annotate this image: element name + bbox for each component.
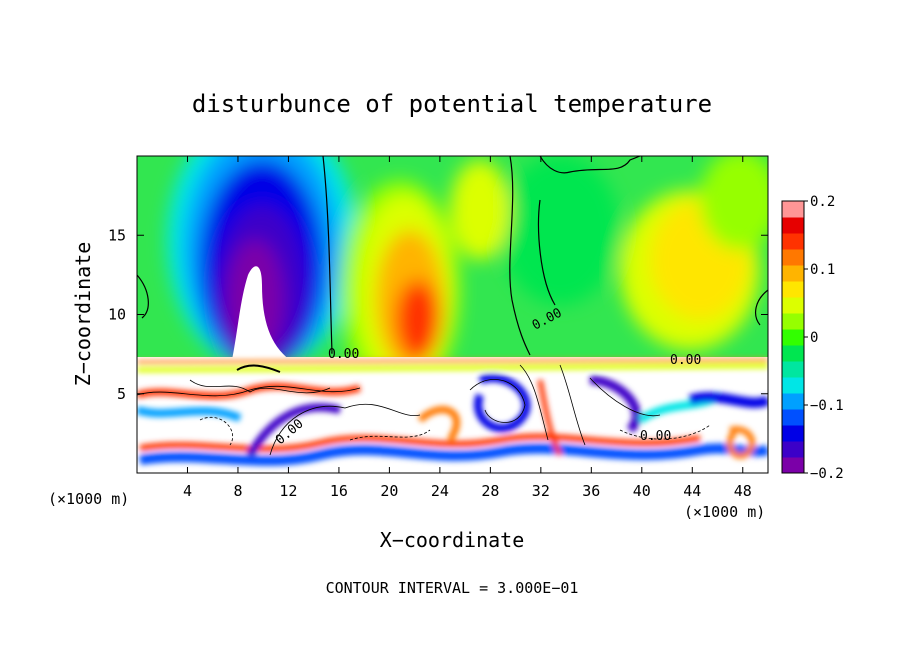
colorbar-swatch [782, 233, 804, 250]
y-tick-label: 5 [117, 385, 126, 403]
colorbar-swatch [782, 441, 804, 458]
y-axis-ticks: 5 10 15 [108, 226, 768, 403]
x-tick-label: 40 [633, 482, 651, 500]
x-unit-right: (×1000 m) [684, 503, 765, 521]
x-tick-label: 20 [380, 482, 398, 500]
colorbar-swatch [782, 361, 804, 378]
x-tick-label: 48 [734, 482, 752, 500]
contour-lines [137, 156, 768, 456]
colorbar-swatch [782, 457, 804, 474]
x-tick-label: 24 [431, 482, 449, 500]
contour-label: 0.00 [640, 429, 671, 444]
colorbar-tick-label: 0 [810, 330, 818, 346]
x-tick-label: 28 [481, 482, 499, 500]
contour-label: 0.00 [670, 353, 701, 368]
contour-label: 0.00 [328, 347, 359, 362]
colorbar-swatch [782, 217, 804, 234]
x-tick-label: 4 [183, 482, 192, 500]
colorbar-swatch [782, 377, 804, 394]
colorbar-swatch [782, 425, 804, 442]
colorbar-tick-label: −0.2 [810, 466, 844, 482]
colorbar-tick-label: −0.1 [810, 398, 844, 414]
x-tick-label: 32 [532, 482, 550, 500]
colorbar-swatch [782, 281, 804, 298]
colorbar-swatch [782, 313, 804, 330]
colorbar-tick-label: 0.2 [810, 194, 835, 210]
x-tick-label: 8 [233, 482, 242, 500]
x-unit-left: (×1000 m) [48, 490, 129, 508]
x-axis-label: X−coordinate [380, 528, 525, 552]
y-tick-label: 15 [108, 226, 126, 244]
y-tick-label: 10 [108, 306, 126, 324]
y-axis-label: Z−coordinate [71, 242, 95, 387]
colorbar-swatch [782, 393, 804, 410]
colorbar-swatch [782, 297, 804, 314]
x-tick-label: 16 [330, 482, 348, 500]
colorbar-swatch [782, 265, 804, 282]
x-tick-label: 12 [279, 482, 297, 500]
colorbar-tick-label: 0.1 [810, 262, 835, 278]
plot-area [137, 156, 768, 473]
white-plume [232, 266, 290, 360]
contour-interval-footer: CONTOUR INTERVAL = 3.000E−01 [326, 579, 579, 597]
colorbar-swatch [782, 409, 804, 426]
colorbar-swatch [782, 249, 804, 266]
x-tick-label: 44 [683, 482, 701, 500]
colorbar-swatch [782, 201, 804, 218]
chart-title: disturbunce of potential temperature [192, 90, 712, 118]
upper-field [167, 156, 768, 400]
x-axis-ticks: 4 8 12 16 20 24 28 32 36 40 44 48 [183, 156, 752, 500]
x-tick-label: 36 [582, 482, 600, 500]
colorbar: 0.2 0.1 0 −0.1 −0.2 [781, 194, 844, 482]
colorbar-swatch [782, 345, 804, 362]
colorbar-swatch [782, 329, 804, 346]
